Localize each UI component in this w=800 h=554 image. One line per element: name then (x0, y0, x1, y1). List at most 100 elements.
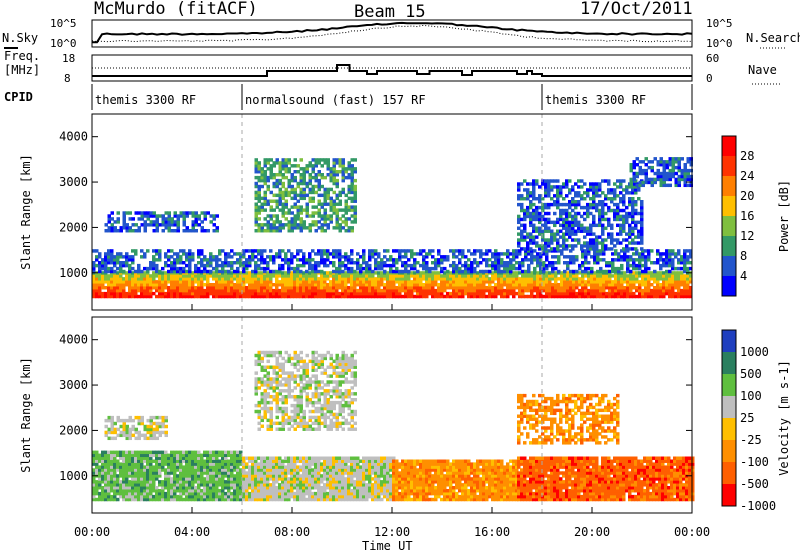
heatmap-cell (332, 280, 336, 284)
heatmap-cell (119, 280, 123, 284)
heatmap-cell (467, 263, 471, 268)
heatmap-cell (212, 491, 216, 496)
heatmap-cell (500, 277, 504, 281)
heatmap-cell (569, 258, 573, 262)
heatmap-cell (668, 274, 672, 278)
heatmap-cell (344, 167, 348, 171)
heatmap-cell (644, 280, 648, 284)
heatmap-cell (553, 223, 557, 228)
heatmap-cell (170, 491, 174, 496)
heatmap-cell (143, 465, 147, 469)
heatmap-cell (622, 194, 626, 198)
heatmap-cell (529, 223, 533, 228)
heatmap-cell (619, 223, 623, 228)
heatmap-cell (200, 477, 204, 481)
heatmap-cell (131, 450, 135, 455)
heatmap-cell (644, 266, 648, 271)
heatmap-cell (146, 450, 150, 455)
heatmap-cell (629, 280, 633, 284)
heatmap-cell (308, 226, 312, 230)
heatmap-cell (323, 175, 327, 180)
heatmap-cell (631, 220, 635, 225)
heatmap-cell (152, 277, 156, 281)
heatmap-cell (635, 286, 639, 290)
heatmap-cell (245, 477, 249, 481)
heatmap-cell (689, 163, 693, 167)
heatmap-cell (535, 214, 539, 219)
heatmap-cell (656, 261, 660, 265)
heatmap-cell (137, 450, 141, 455)
heatmap-cell (182, 491, 186, 496)
heatmap-cell (320, 261, 324, 265)
heatmap-cell (257, 196, 261, 201)
heatmap-cell (380, 291, 384, 296)
heatmap-cell (125, 263, 129, 268)
heatmap-cell (134, 269, 138, 274)
heatmap-cell (116, 229, 120, 233)
heatmap-cell (200, 280, 204, 284)
heatmap-cell (323, 223, 327, 227)
heatmap-cell (449, 271, 453, 275)
heatmap-cell (215, 258, 219, 262)
heatmap-cell (377, 263, 381, 268)
heatmap-cell (586, 211, 590, 216)
heatmap-cell (137, 283, 141, 287)
heatmap-cell (317, 161, 321, 165)
heatmap-cell (149, 211, 153, 215)
heatmap-cell (583, 226, 587, 230)
heatmap-cell (203, 263, 207, 268)
heatmap-cell (541, 197, 545, 201)
heatmap-cell (182, 294, 186, 299)
heatmap-cell (431, 271, 435, 275)
heatmap-cell (311, 220, 315, 224)
heatmap-cell (263, 266, 267, 271)
heatmap-cell (107, 294, 111, 299)
heatmap-cell (326, 173, 330, 177)
heatmap-cell (197, 497, 201, 502)
heatmap-cell (547, 182, 551, 186)
heatmap-cell (104, 266, 108, 271)
heatmap-cell (140, 468, 144, 472)
heatmap-cell (557, 288, 561, 293)
heatmap-cell (95, 471, 99, 475)
heatmap-cell (236, 252, 240, 256)
heatmap-cell (107, 459, 111, 463)
heatmap-cell (526, 194, 530, 198)
heatmap-cell (125, 258, 129, 262)
heatmap-cell (101, 266, 105, 271)
heatmap-cell (107, 283, 111, 287)
heatmap-cell (350, 220, 354, 224)
heatmap-cell (308, 229, 312, 233)
heatmap-cell (470, 269, 474, 274)
heatmap-cell (131, 468, 135, 472)
heatmap-cell (575, 269, 579, 274)
heatmap-cell (539, 263, 543, 268)
heatmap-cell (107, 497, 111, 502)
heatmap-cell (590, 269, 594, 274)
heatmap-cell (586, 244, 590, 248)
heatmap-cell (269, 158, 273, 162)
heatmap-cell (622, 220, 626, 225)
heatmap-cell (161, 453, 165, 458)
heatmap-cell (557, 294, 561, 299)
heatmap-cell (257, 286, 261, 290)
heatmap-cell (536, 271, 540, 275)
heatmap-cell (550, 241, 554, 245)
heatmap-cell (607, 217, 611, 222)
heatmap-cell (527, 249, 531, 253)
heatmap-cell (683, 269, 687, 274)
heatmap-cell (677, 286, 681, 290)
heatmap-cell (431, 274, 435, 278)
heatmap-cell (155, 453, 159, 458)
heatmap-cell (242, 255, 246, 259)
heatmap-cell (577, 226, 581, 230)
heatmap-cell (236, 489, 240, 493)
heatmap-cell (529, 191, 533, 195)
heatmap-cell (260, 229, 264, 233)
heatmap-cell (526, 232, 530, 236)
heatmap-cell (494, 258, 498, 262)
heatmap-cell (538, 214, 542, 219)
heatmap-cell (461, 249, 465, 253)
heatmap-cell (335, 208, 339, 212)
heatmap-cell (347, 255, 351, 259)
